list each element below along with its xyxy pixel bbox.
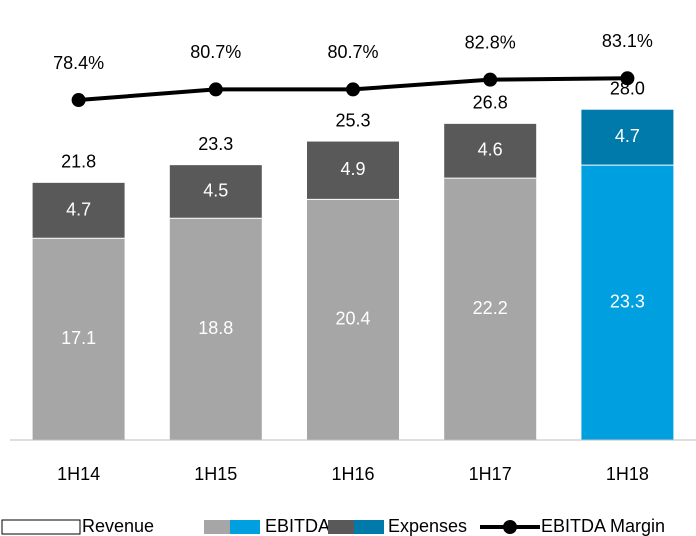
- legend-swatch: [1, 519, 81, 535]
- ebitda-bar: [169, 218, 262, 440]
- revenue-label: 28.0: [610, 78, 645, 98]
- legend-label: Expenses: [388, 516, 467, 536]
- ebitda-bar: [444, 178, 537, 440]
- expenses-label: 4.5: [203, 180, 228, 200]
- legend-label: Revenue: [82, 516, 154, 536]
- ebitda-bar: [32, 238, 125, 440]
- legend-swatch: [354, 520, 384, 534]
- expenses-label: 4.7: [66, 199, 91, 219]
- margin-point: [71, 93, 86, 108]
- expenses-bar: [169, 165, 262, 219]
- ebitda-label: 20.4: [335, 308, 370, 328]
- margin-label: 82.8%: [465, 32, 516, 52]
- margin-point: [483, 72, 498, 87]
- margin-label: 83.1%: [602, 31, 653, 51]
- margin-label: 80.7%: [190, 42, 241, 62]
- legend-swatch: [204, 520, 230, 534]
- legend-swatch: [328, 520, 354, 534]
- legend-label: EBITDA Margin: [541, 516, 665, 536]
- expenses-bar: [581, 109, 674, 166]
- ebitda-bar: [307, 199, 399, 440]
- expenses-bar: [444, 123, 537, 179]
- x-tick-label: 1H18: [606, 464, 649, 484]
- legend-label: EBITDA: [265, 516, 330, 536]
- x-tick-label: 1H17: [469, 464, 512, 484]
- expenses-bar: [307, 141, 399, 200]
- ebitda-label: 22.2: [473, 298, 508, 318]
- legend-swatch: [230, 520, 260, 534]
- ebitda-label: 17.1: [61, 328, 96, 348]
- margin-point: [208, 82, 223, 97]
- ebitda-bar: [581, 165, 674, 440]
- revenue-label: 25.3: [335, 110, 370, 130]
- margin-label: 78.4%: [53, 53, 104, 73]
- margin-label: 80.7%: [327, 42, 378, 62]
- expenses-label: 4.9: [340, 159, 365, 179]
- x-tick-label: 1H15: [194, 464, 237, 484]
- legend-marker: [503, 520, 517, 534]
- revenue-label: 26.8: [473, 93, 508, 113]
- x-tick-label: 1H14: [57, 464, 100, 484]
- revenue-label: 23.3: [198, 134, 233, 154]
- expenses-label: 4.6: [478, 140, 503, 160]
- revenue-label: 21.8: [61, 152, 96, 172]
- margin-point: [620, 71, 635, 86]
- expenses-bar: [32, 182, 125, 239]
- margin-point: [346, 82, 360, 97]
- x-tick-label: 1H16: [331, 464, 374, 484]
- expenses-label: 4.7: [615, 126, 640, 146]
- ebitda-label: 23.3: [610, 291, 645, 311]
- ebitda-label: 18.8: [198, 318, 233, 338]
